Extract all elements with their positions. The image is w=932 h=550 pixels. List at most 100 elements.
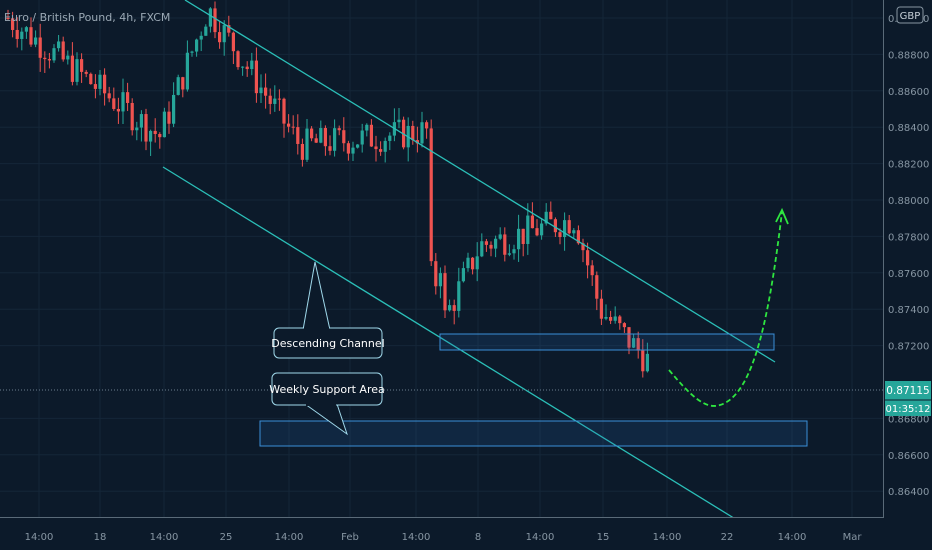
weekly-support-zone[interactable] xyxy=(259,420,808,447)
candle-body xyxy=(130,102,134,131)
price-tick-label: 0.87400 xyxy=(888,305,929,316)
candle-body xyxy=(448,305,452,311)
candle-body xyxy=(558,232,562,238)
candle-body xyxy=(452,305,456,311)
candle-body xyxy=(425,122,429,129)
candle-body xyxy=(494,238,498,249)
candle-body xyxy=(135,127,139,131)
candle-body xyxy=(61,41,65,60)
candle-body xyxy=(162,111,166,138)
candle-body xyxy=(429,128,433,262)
candle-body xyxy=(172,94,176,124)
candle-body xyxy=(641,350,645,372)
price-axis-panel xyxy=(884,0,932,550)
candle-body xyxy=(489,244,493,249)
candle-body xyxy=(503,234,507,255)
candle-body xyxy=(457,281,461,311)
candle-body xyxy=(420,122,424,144)
time-tick-label: 14:00 xyxy=(778,532,807,543)
candle-body xyxy=(517,228,521,250)
candle-body xyxy=(379,149,383,152)
time-tick-label: 14:00 xyxy=(275,532,304,543)
candle-body xyxy=(43,57,47,60)
channel-zone-box[interactable] xyxy=(439,333,775,351)
candle-body xyxy=(471,257,475,270)
candle-body xyxy=(296,127,300,144)
candle-body xyxy=(57,41,61,49)
price-tick-label: 0.86600 xyxy=(888,451,929,462)
price-tick-label: 0.88000 xyxy=(888,196,929,207)
candle-body xyxy=(310,128,314,139)
candle-body xyxy=(365,124,369,131)
candle-body xyxy=(98,74,102,89)
time-tick-label: 15 xyxy=(597,532,610,543)
candle-body xyxy=(544,211,548,224)
candle-body xyxy=(241,66,245,68)
candle-body xyxy=(199,35,203,40)
channel-lower-line[interactable] xyxy=(162,166,738,521)
candle-body xyxy=(535,228,539,236)
candle-body xyxy=(369,124,373,147)
candle-body xyxy=(461,268,465,282)
candle-body xyxy=(434,261,438,287)
price-tick-label: 0.87800 xyxy=(888,232,929,243)
candle-body xyxy=(632,338,636,348)
candle-body xyxy=(595,275,599,299)
time-tick-label: 18 xyxy=(94,532,107,543)
candle-body xyxy=(581,243,585,251)
candle-body xyxy=(397,119,401,123)
candle-body xyxy=(572,230,576,234)
candles xyxy=(6,1,649,378)
candle-body xyxy=(443,273,447,311)
currency-badge[interactable] xyxy=(896,6,924,24)
candle-body xyxy=(38,37,42,58)
time-tick-label: 14:00 xyxy=(653,532,682,543)
candle-body xyxy=(328,146,332,151)
candle-body xyxy=(540,223,544,236)
candle-body xyxy=(282,98,286,124)
time-tick-label: 14:00 xyxy=(150,532,179,543)
candle-body xyxy=(236,51,240,68)
candle-body xyxy=(300,143,304,160)
candle-body xyxy=(273,98,277,104)
candle-body xyxy=(388,135,392,141)
current-price-tag xyxy=(885,381,931,416)
candle-body xyxy=(636,338,640,351)
price-tick-label: 0.86400 xyxy=(888,487,929,498)
candle-body xyxy=(627,327,631,348)
candle-body xyxy=(576,230,580,244)
candle-body xyxy=(604,316,608,319)
candle-body xyxy=(438,273,442,287)
candle-body xyxy=(80,59,84,72)
candle-body xyxy=(47,59,51,61)
candle-body xyxy=(149,130,153,142)
candle-body xyxy=(383,140,387,152)
candle-body xyxy=(231,32,235,52)
candle-body xyxy=(613,316,617,321)
forecast-arrow[interactable] xyxy=(668,211,783,407)
candle-body xyxy=(374,146,378,150)
time-axis[interactable]: 14:00 18 14:00 25 14:00 Feb 14:00 8 14:00 15 14:00… xyxy=(25,532,863,543)
candle-body xyxy=(222,25,226,43)
price-tick-label: 0.88800 xyxy=(888,50,929,61)
candle-body xyxy=(254,60,258,94)
candle-body xyxy=(227,25,231,33)
candle-body xyxy=(181,77,185,90)
candle-body xyxy=(530,215,534,229)
descending-channel-label: Descending Channel xyxy=(271,337,384,350)
channel-upper-line[interactable] xyxy=(184,0,776,363)
candle-countdown: 01:35:12 xyxy=(886,404,931,415)
candle-body xyxy=(208,8,212,27)
candle-body xyxy=(126,92,130,103)
candle-body xyxy=(553,219,557,233)
candle-body xyxy=(139,114,143,128)
candle-body xyxy=(333,128,337,151)
candle-body xyxy=(185,52,189,90)
candle-body xyxy=(618,316,622,324)
candle-body xyxy=(507,253,511,255)
candle-body xyxy=(70,55,74,82)
weekly-support-callout-pointer xyxy=(304,403,348,436)
descending-channel-callout-pointer xyxy=(302,261,331,331)
